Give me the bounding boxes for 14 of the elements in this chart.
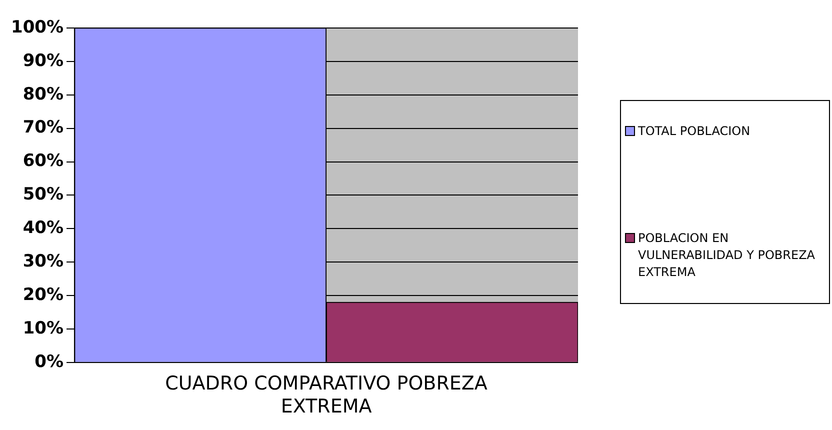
- y-tick-label: 10%: [22, 318, 64, 338]
- x-tick-label: CUADRO COMPARATIVO POBREZA EXTREMA: [165, 372, 488, 418]
- y-tick-label: 30%: [22, 252, 64, 272]
- y-tick-label: 90%: [22, 50, 64, 71]
- y-tick-label: 80%: [22, 84, 64, 104]
- y-tick-label: 60%: [22, 151, 64, 172]
- y-tick-label: 0%: [34, 352, 64, 372]
- y-tick-label: 100%: [10, 17, 64, 38]
- text: TOTAL POBLACION: [638, 123, 750, 140]
- y-tick-label: 20%: [22, 284, 64, 305]
- y-tick-label: 50%: [22, 184, 64, 205]
- legend-label: POBLACION EN VULNERABILIDAD Y POBREZA EXTREMA: [638, 230, 816, 281]
- y-tick-label: 70%: [22, 118, 64, 138]
- y-tick-label: 40%: [22, 218, 64, 238]
